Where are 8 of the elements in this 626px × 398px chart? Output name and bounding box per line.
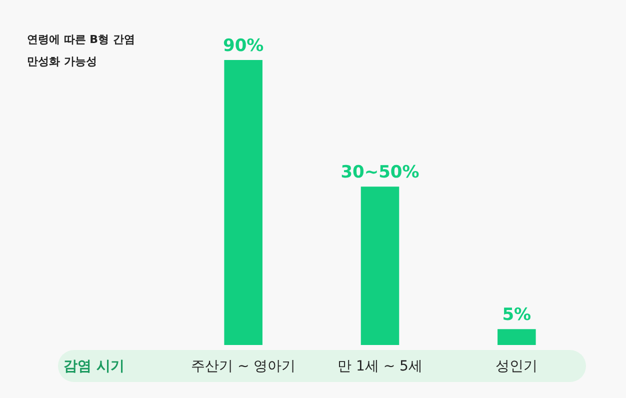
text: 연령에 따른 B형 간염 만성화 가능성 — [27, 33, 135, 68]
data-label: 30~50% — [340, 162, 420, 183]
data-label: 90% — [222, 36, 264, 56]
x-tick-label: 만 1세 ~ 5세 — [338, 358, 422, 374]
x-tick-label: 주산기 ~ 영아기 — [191, 358, 296, 374]
x-axis-title: 감염 시기 — [64, 358, 124, 374]
data-label: 5% — [502, 305, 532, 326]
x-tick-label: 성인기 — [496, 358, 538, 374]
